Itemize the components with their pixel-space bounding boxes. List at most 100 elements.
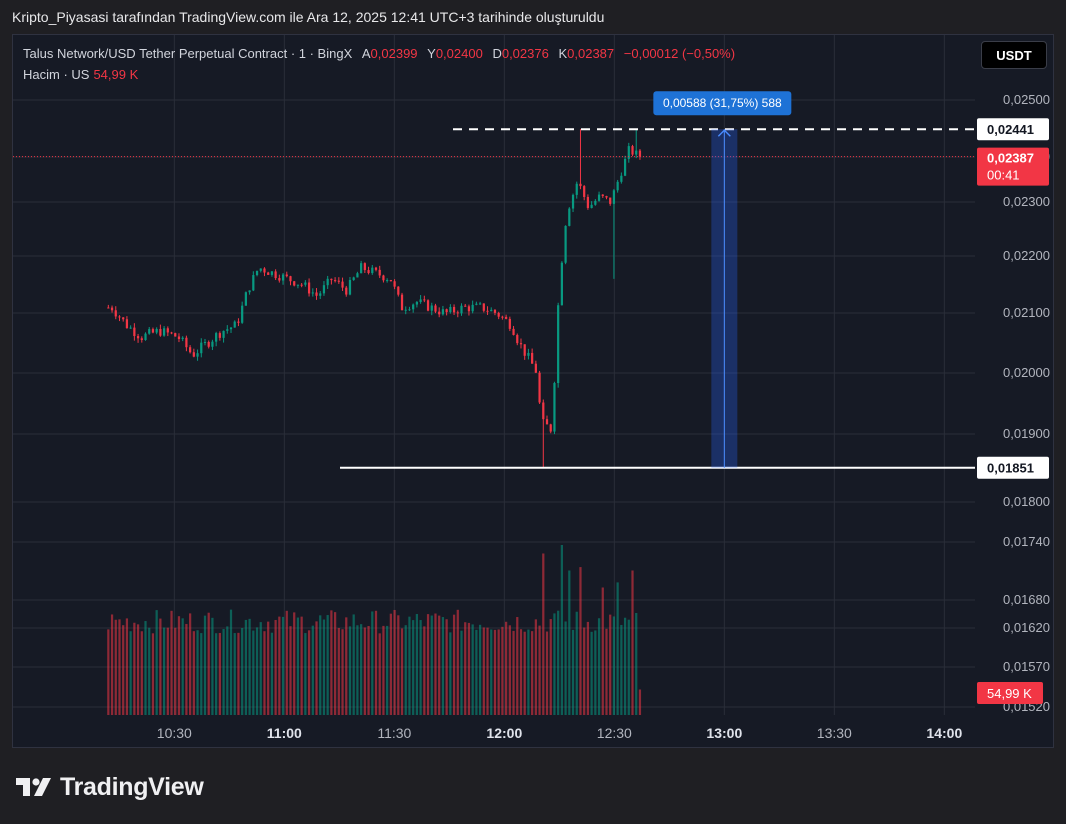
- volume-bar: [605, 628, 608, 715]
- candle-body: [464, 305, 467, 307]
- candle: [345, 285, 348, 297]
- candle-body: [571, 194, 575, 209]
- candle-body: [285, 274, 288, 277]
- candle: [568, 207, 571, 227]
- candle: [330, 278, 333, 285]
- price-line-marker: [977, 456, 1049, 479]
- volume-bar: [638, 689, 642, 715]
- volume-bar: [196, 630, 199, 715]
- volume-bar: [423, 626, 426, 715]
- candle-body: [129, 327, 132, 329]
- volume-bar: [397, 615, 400, 715]
- candle: [125, 316, 129, 329]
- candle-body: [449, 306, 452, 313]
- candle: [244, 291, 247, 306]
- candle-body: [233, 321, 236, 328]
- candle-body: [222, 330, 225, 338]
- volume-bar: [326, 615, 329, 715]
- candle: [222, 330, 225, 343]
- tradingview-logo[interactable]: TradingView: [16, 772, 204, 802]
- chart-panel[interactable]: 0,02500 0,02400 0,02300 0,02200 0,02100 0,020…: [12, 34, 1054, 748]
- candle: [627, 142, 630, 163]
- candle-body: [560, 262, 563, 306]
- candle-body: [597, 194, 601, 201]
- candle: [389, 279, 392, 282]
- high-value: 0,02400: [435, 46, 483, 61]
- candle: [174, 332, 177, 337]
- candle-body: [107, 307, 110, 309]
- candle: [211, 339, 214, 351]
- volume-bar: [296, 617, 300, 715]
- candle-body: [185, 337, 188, 348]
- volume-bar: [315, 621, 318, 715]
- volume-legend[interactable]: Hacim · US 54,99 K: [23, 67, 138, 82]
- volume-bar: [486, 627, 489, 715]
- volume-bar: [564, 621, 567, 715]
- candle-body: [177, 336, 181, 340]
- volume-bar: [203, 615, 207, 715]
- volume-bar: [519, 629, 523, 715]
- candle: [315, 288, 318, 300]
- volume-bar: [438, 615, 441, 715]
- candle: [583, 185, 586, 201]
- x-tick-label: 10:30: [157, 725, 192, 741]
- candle-body: [523, 344, 526, 356]
- currency-button[interactable]: USDT: [981, 41, 1047, 69]
- symbol-legend[interactable]: Talus Network/USD Tether Perpetual Contr…: [23, 46, 735, 61]
- candle: [430, 302, 433, 316]
- candle-body: [408, 309, 411, 311]
- candle-body: [211, 341, 214, 347]
- volume-bar: [133, 622, 136, 715]
- candle-body: [326, 278, 329, 286]
- candle: [136, 333, 140, 343]
- candle-body: [519, 343, 523, 345]
- candlestick-chart[interactable]: 0,02500 0,02400 0,02300 0,02200 0,02100 0,020…: [13, 35, 1053, 747]
- volume-bar: [594, 630, 597, 715]
- candle-body: [549, 424, 552, 432]
- candle-body: [218, 333, 221, 338]
- candle: [155, 327, 158, 335]
- candle-body: [575, 183, 578, 195]
- volume-bar: [360, 624, 363, 715]
- candle-body: [293, 281, 296, 286]
- candle: [467, 304, 471, 316]
- candle-body: [125, 319, 129, 329]
- volume-bar: [259, 622, 262, 715]
- candle: [159, 324, 162, 337]
- y-tick-label: 0,01620: [1003, 620, 1050, 635]
- candle: [505, 314, 508, 320]
- candle: [337, 277, 340, 284]
- candle: [620, 172, 623, 184]
- candle: [319, 291, 322, 300]
- symbol-title[interactable]: Talus Network/USD Tether Perpetual Contr…: [23, 46, 353, 61]
- candle-body: [296, 284, 300, 286]
- candle-body: [229, 327, 233, 330]
- candle-body: [207, 341, 210, 347]
- candle: [475, 301, 478, 306]
- y-tick-label: 0,01570: [1003, 659, 1050, 674]
- candle-body: [412, 304, 415, 310]
- candle: [404, 306, 407, 315]
- candle: [449, 304, 452, 314]
- volume-bar: [404, 625, 407, 715]
- low-label: D: [492, 46, 502, 61]
- candle: [408, 306, 411, 312]
- candle: [557, 302, 560, 388]
- volume-bar: [531, 631, 534, 715]
- candle-body: [460, 305, 463, 314]
- candle-body: [226, 329, 229, 331]
- candle-body: [252, 275, 255, 291]
- candle: [185, 335, 188, 352]
- candle-body: [133, 327, 136, 337]
- volume-bar: [482, 627, 485, 715]
- volume-bar: [241, 628, 244, 715]
- candle: [110, 305, 114, 313]
- y-tick-label: 0,02200: [1003, 248, 1050, 263]
- low-value: 0,02376: [501, 46, 549, 61]
- x-tick-label: 13:00: [706, 725, 742, 741]
- volume-label[interactable]: Hacim · US: [23, 67, 90, 82]
- candle-body: [542, 402, 545, 420]
- candle-body: [215, 333, 218, 342]
- candle: [140, 336, 143, 343]
- candle: [129, 325, 132, 329]
